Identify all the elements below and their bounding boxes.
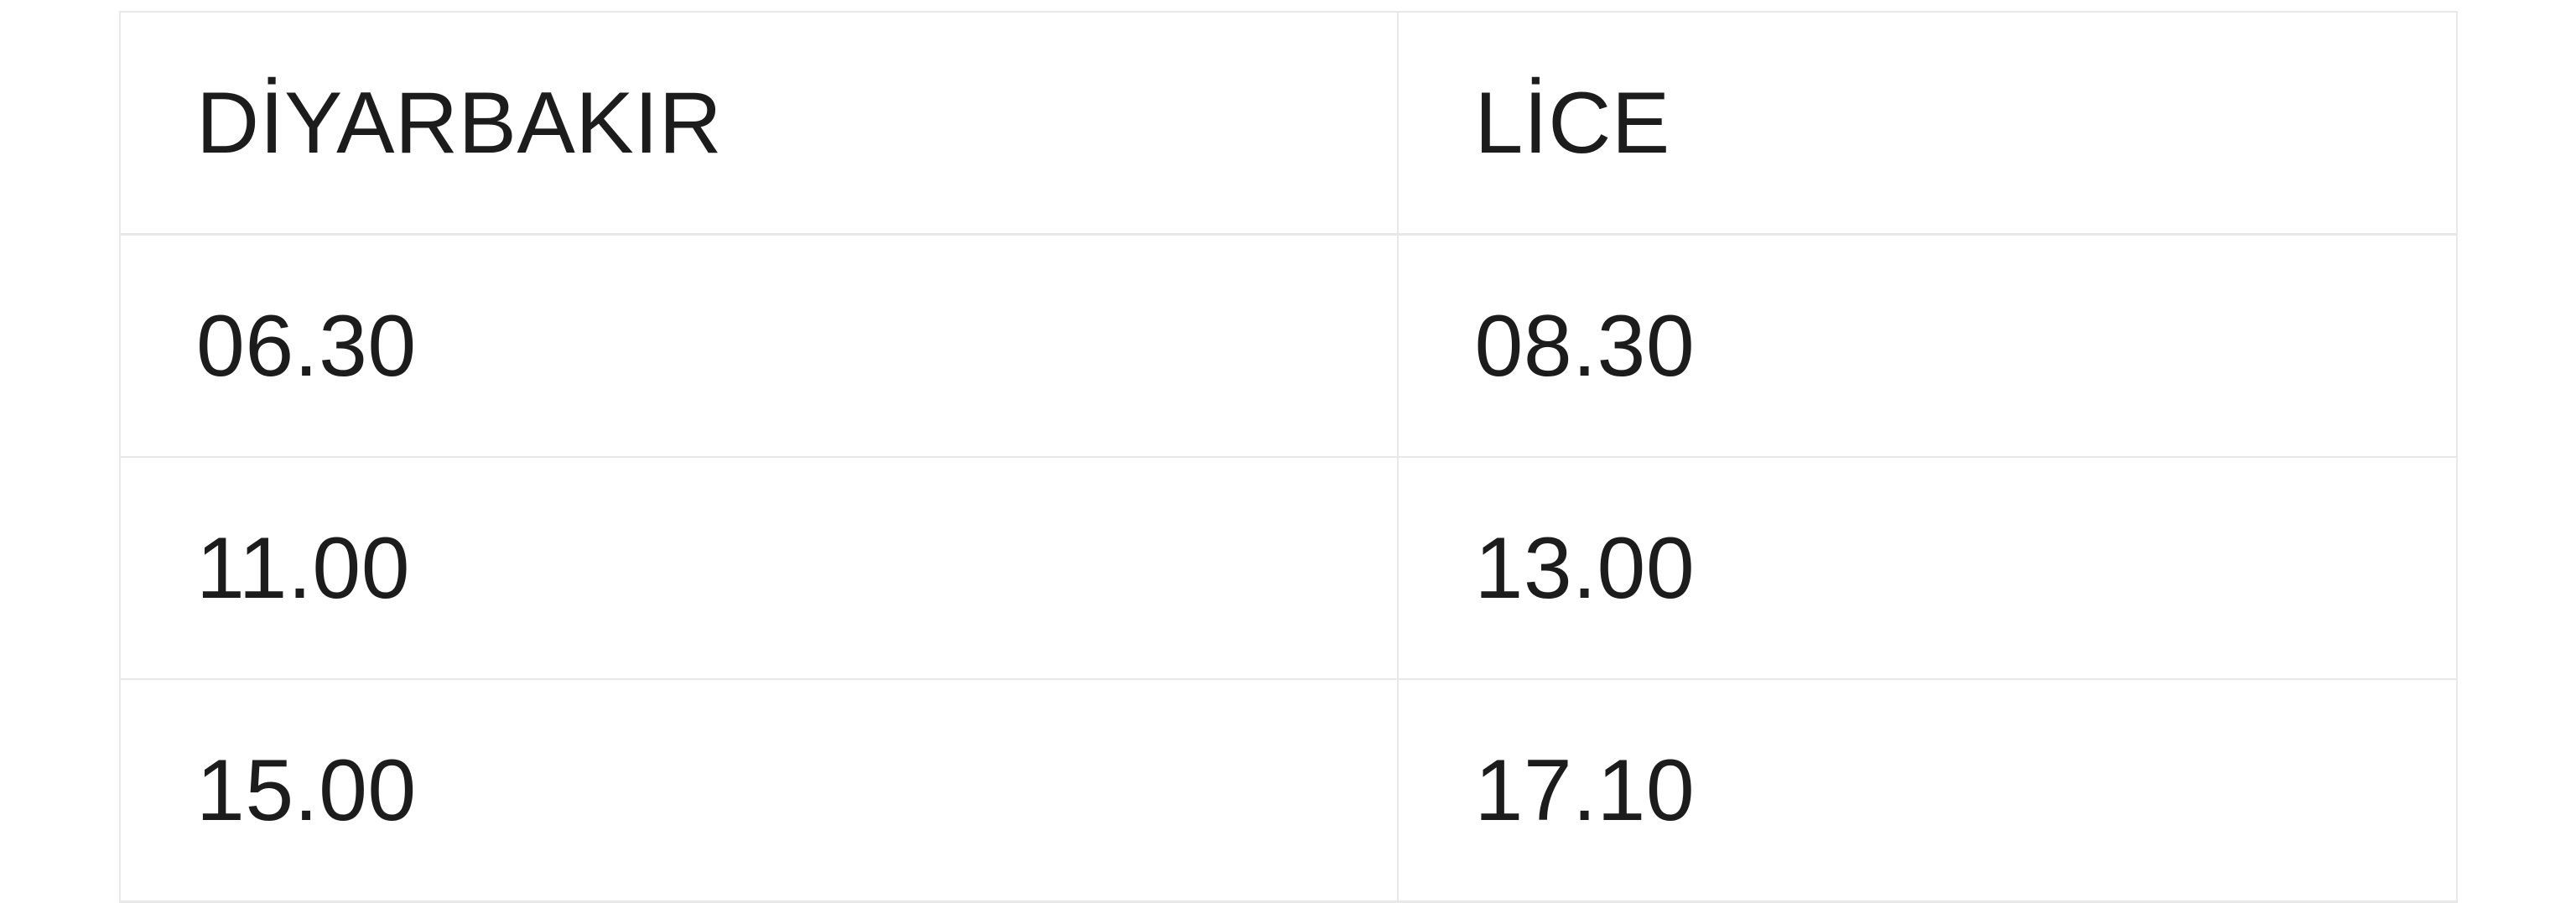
table-row: 15.00 17.10 — [118, 678, 2458, 903]
table-cell-arrival-time: 13.00 — [1397, 456, 2458, 680]
table-cell-departure-time: 06.30 — [118, 233, 1400, 458]
table-row: 06.30 08.30 — [118, 233, 2458, 458]
table-cell-arrival-time: 17.10 — [1397, 678, 2458, 903]
table-cell-arrival-time: 08.30 — [1397, 233, 2458, 458]
table-row: 11.00 13.00 — [118, 456, 2458, 680]
table-cell-departure-time: 15.00 — [118, 678, 1400, 903]
header-row: DİYARBAKIR LİCE — [118, 11, 2458, 236]
column-header-lice: LİCE — [1397, 11, 2458, 236]
column-header-diyarbakir: DİYARBAKIR — [118, 11, 1400, 236]
table-cell-departure-time: 11.00 — [118, 456, 1400, 680]
bus-timetable: DİYARBAKIR LİCE 06.30 08.30 11.00 13.00 … — [118, 11, 2458, 903]
